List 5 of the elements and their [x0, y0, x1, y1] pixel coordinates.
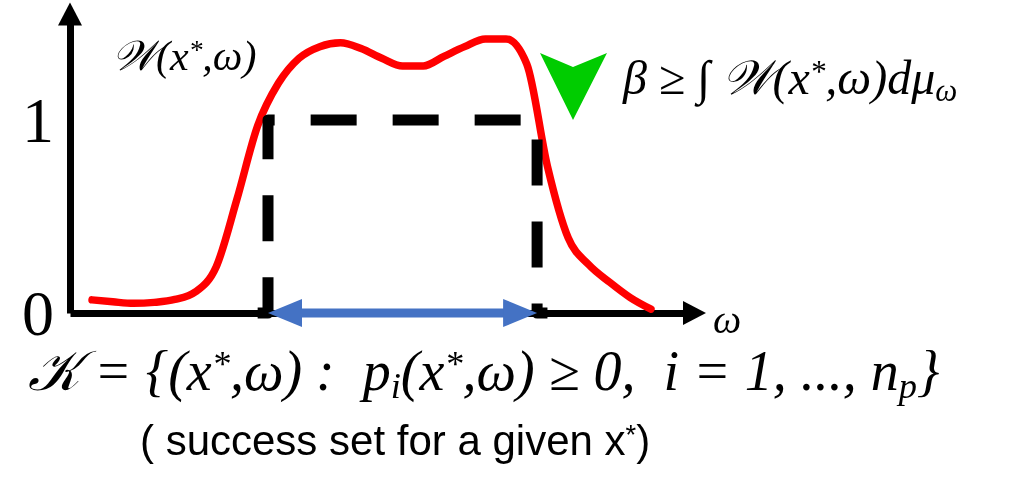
text: ( success set for a given x$^{*}$) [140, 417, 651, 464]
x-axis-title: ω [713, 297, 742, 342]
annotation: β ≥ ∫ 𝒲(x$^{*}$,ω)dμ$_{ω}$ [622, 51, 958, 108]
y-tick-label: 1 [22, 85, 54, 157]
y-axis-title: 𝒲(x$^{*}$,ω) [112, 33, 257, 80]
